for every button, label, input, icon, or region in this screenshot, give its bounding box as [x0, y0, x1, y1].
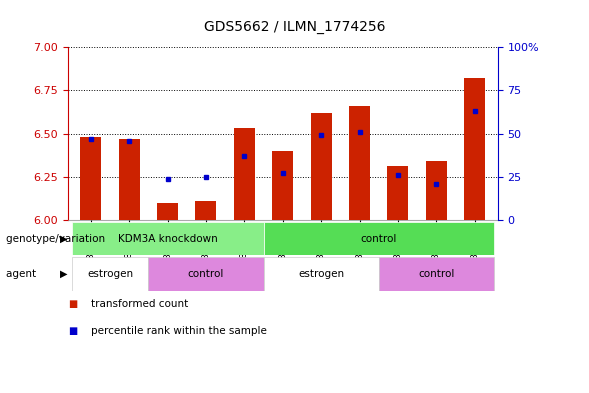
Text: percentile rank within the sample: percentile rank within the sample [91, 326, 267, 336]
Bar [263, 257, 379, 291]
Text: control: control [188, 269, 224, 279]
Text: control: control [360, 234, 397, 244]
Bar [464, 78, 485, 220]
Text: estrogen: estrogen [87, 269, 133, 279]
Text: genotype/variation: genotype/variation [6, 234, 108, 244]
Bar [234, 129, 255, 220]
Text: transformed count: transformed count [91, 299, 188, 309]
Bar [349, 106, 370, 220]
Bar [148, 257, 263, 291]
Bar [379, 257, 494, 291]
Bar [426, 161, 447, 220]
Bar [310, 113, 332, 220]
Text: agent: agent [6, 269, 39, 279]
Text: estrogen: estrogen [298, 269, 344, 279]
Text: KDM3A knockdown: KDM3A knockdown [118, 234, 217, 244]
Text: GDS5662 / ILMN_1774256: GDS5662 / ILMN_1774256 [204, 20, 385, 34]
Bar [80, 137, 101, 220]
Text: ■: ■ [68, 326, 77, 336]
Text: ▶: ▶ [60, 269, 68, 279]
Bar [118, 139, 140, 220]
Text: ▶: ▶ [60, 234, 68, 244]
Bar [72, 257, 148, 291]
Text: ■: ■ [68, 299, 77, 309]
Bar [196, 201, 217, 220]
Bar [388, 167, 408, 220]
Bar [272, 151, 293, 220]
Text: control: control [418, 269, 455, 279]
Bar [157, 203, 178, 220]
Bar [263, 222, 494, 255]
Bar [72, 222, 263, 255]
